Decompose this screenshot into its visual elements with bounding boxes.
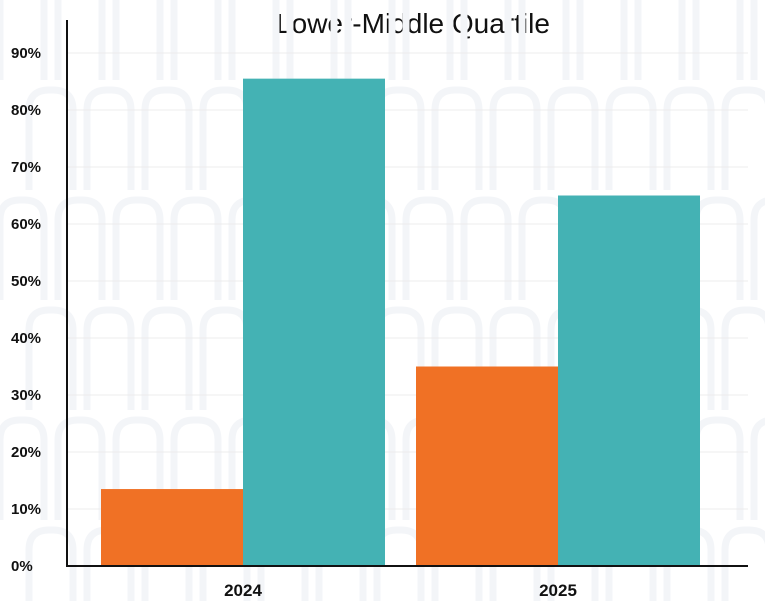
background-arch [431, 86, 483, 190]
background-arch [112, 0, 164, 80]
y-tick-label: 20% [11, 444, 41, 461]
background-arch [141, 306, 193, 410]
background-arch [54, 416, 106, 520]
x-axis-labels: 2024 2025 [224, 581, 577, 600]
background-arch [199, 86, 251, 190]
background-arch [141, 86, 193, 190]
y-tick-label: 10% [11, 501, 41, 518]
background-arch [605, 86, 657, 190]
background-arch [112, 196, 164, 300]
background-arch [663, 86, 715, 190]
background-arch [54, 196, 106, 300]
background-arch [0, 196, 48, 300]
x-tick-label: 2024 [224, 581, 262, 600]
background-arch [0, 0, 48, 80]
background-arch [692, 196, 744, 300]
background-arch [634, 0, 686, 80]
background-arch [460, 196, 512, 300]
background-arch [112, 416, 164, 520]
background-arch [750, 0, 758, 80]
x-tick-label: 2025 [539, 581, 577, 600]
background-arch [0, 416, 48, 520]
background-arch [344, 0, 396, 80]
bar-2024-series-2 [243, 78, 385, 567]
background-arch [25, 86, 77, 190]
background-arch [460, 0, 512, 80]
background-arch [721, 86, 765, 190]
background-arch [286, 0, 338, 80]
background-arch [692, 416, 744, 520]
background-arch [721, 306, 765, 410]
background-arch [170, 196, 222, 300]
background-arch [170, 0, 222, 80]
background-arch [170, 416, 222, 520]
y-tick-label: 0% [11, 558, 33, 575]
background-arch [576, 0, 628, 80]
background-arch [25, 526, 77, 601]
background-arch [547, 86, 599, 190]
bars [101, 78, 700, 567]
background-arch [518, 0, 570, 80]
y-tick-label: 50% [11, 273, 41, 290]
background-arch [228, 0, 280, 80]
background-arch [431, 306, 483, 410]
y-tick-label: 60% [11, 216, 41, 233]
background-arch [750, 417, 765, 520]
y-tick-label: 40% [11, 330, 41, 347]
y-tick-label: 90% [11, 45, 41, 62]
background-arch [54, 0, 106, 80]
background-arch [489, 306, 541, 410]
background-arch [83, 306, 135, 410]
y-axis-ticks: 0% 10% 20% 30% 40% 50% 60% 70% 80% 90% [11, 45, 41, 575]
bar-2024-series-1 [101, 489, 243, 566]
background-arch [83, 86, 135, 190]
background-arch [25, 306, 77, 410]
background-arch [692, 0, 744, 80]
y-tick-label: 30% [11, 387, 41, 404]
background-arch [750, 197, 765, 300]
background-arch [489, 86, 541, 190]
y-tick-label: 80% [11, 102, 41, 119]
background-arch [402, 196, 454, 300]
y-tick-label: 70% [11, 159, 41, 176]
background-arch [721, 526, 765, 601]
background-arch [402, 0, 454, 80]
bar-2025-series-2 [558, 195, 700, 566]
bar-2025-series-1 [416, 366, 558, 566]
